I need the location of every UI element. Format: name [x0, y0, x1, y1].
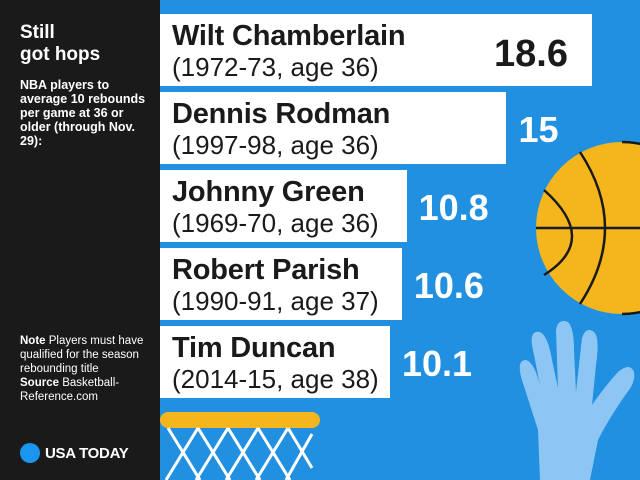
- source-text: Basketball-Reference.com: [20, 377, 120, 403]
- value-label: 18.6: [494, 33, 568, 75]
- note-and-source: Note Players must have qualified for the…: [20, 334, 154, 404]
- illustration-svg: [160, 140, 640, 480]
- player-season: (1990-91, age 37): [172, 286, 379, 316]
- player-name: Dennis Rodman: [172, 98, 391, 130]
- bar-robert-parish: Robert Parish (1990-91, age 37): [160, 248, 402, 320]
- player-name: Wilt Chamberlain: [172, 20, 406, 52]
- player-season: (1972-73, age 36): [172, 52, 379, 82]
- basketball-icon: [536, 140, 640, 316]
- title-line-1: Still: [20, 22, 55, 43]
- bar-chart: Wilt Chamberlain (1972-73, age 36) 18.6 Den…: [160, 0, 640, 480]
- player-name: Robert Parish: [172, 254, 360, 286]
- value-label: 10.8: [418, 187, 489, 228]
- bar-wilt-chamberlain: Wilt Chamberlain (1972-73, age 36): [160, 14, 592, 86]
- bar-tim-duncan: Tim Duncan (2014-15, age 38): [160, 326, 390, 398]
- note-label: Note: [20, 335, 46, 347]
- basketball-hoop-icon: [160, 412, 320, 480]
- source-label: Source: [20, 377, 59, 389]
- player-name: Tim Duncan: [172, 332, 336, 364]
- logo-dot-icon: [20, 443, 40, 463]
- sidebar: Still got hops NBA players to average 10…: [0, 0, 160, 480]
- value-label: 10.6: [413, 265, 484, 306]
- hand-icon: [519, 321, 635, 480]
- player-season: (1969-70, age 36): [172, 208, 379, 238]
- player-season: (2014-15, age 38): [172, 364, 379, 394]
- value-label: 15: [518, 109, 559, 150]
- background-illustration: [160, 0, 640, 480]
- bar-dennis-rodman: Dennis Rodman (1997-98, age 36): [160, 92, 507, 164]
- title-line-2: got hops: [20, 44, 101, 65]
- chart-title: Still got hops: [20, 22, 152, 66]
- bar-johnny-green: Johnny Green (1969-70, age 36): [160, 170, 407, 242]
- note-text: Players must have qualified for the seas…: [20, 335, 144, 375]
- value-label: 10.1: [402, 343, 473, 384]
- usa-today-logo: USA TODAY: [20, 442, 129, 464]
- player-name: Johnny Green: [172, 176, 365, 208]
- player-season: (1997-98, age 36): [172, 130, 379, 160]
- chart-subtitle: NBA players to average 10 rebounds per g…: [20, 78, 146, 148]
- logo-text: USA TODAY: [45, 444, 129, 462]
